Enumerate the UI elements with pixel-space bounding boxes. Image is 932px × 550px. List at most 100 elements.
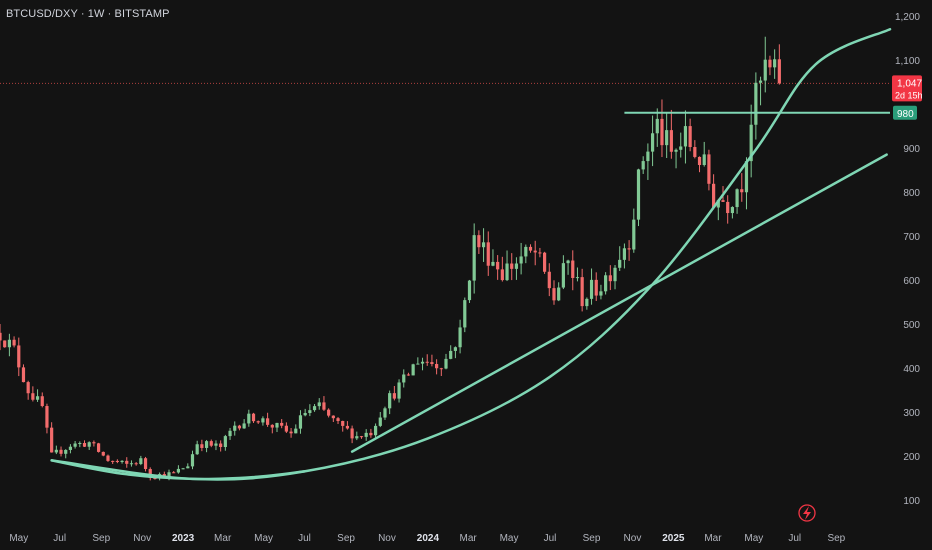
candle bbox=[317, 398, 321, 410]
candle bbox=[768, 55, 772, 76]
candle bbox=[322, 396, 326, 411]
candle-body bbox=[763, 59, 767, 81]
candle bbox=[542, 251, 547, 274]
candle bbox=[679, 132, 683, 158]
candle bbox=[632, 208, 636, 253]
time-axis[interactable]: May Jul Sep Nov 2023 Mar May Jul Sep Nov 2024 Mar Ma… bbox=[9, 533, 845, 544]
candle-body bbox=[425, 361, 429, 363]
candle bbox=[45, 403, 49, 434]
candle bbox=[280, 419, 284, 429]
candle-body bbox=[655, 118, 659, 134]
candle bbox=[740, 173, 744, 202]
candle-body bbox=[284, 425, 288, 432]
candle-body bbox=[397, 382, 401, 399]
candle-body bbox=[477, 235, 481, 248]
candle bbox=[411, 363, 415, 376]
candle bbox=[641, 156, 645, 174]
candle bbox=[477, 230, 481, 254]
candle bbox=[435, 359, 439, 375]
candle-body bbox=[204, 441, 209, 448]
candle-body bbox=[369, 432, 373, 436]
candle-body bbox=[336, 418, 340, 422]
candle-body bbox=[749, 124, 753, 162]
candle-body bbox=[223, 436, 227, 448]
candle bbox=[575, 267, 580, 282]
candle bbox=[655, 108, 659, 147]
candle-body bbox=[435, 363, 439, 369]
candle-body bbox=[679, 146, 683, 150]
candle bbox=[444, 353, 448, 370]
candle bbox=[223, 434, 227, 451]
candle bbox=[331, 415, 335, 422]
candle-body bbox=[693, 147, 697, 157]
symbol-title[interactable]: BTCUSD/DXY · 1W · BITSTAMP bbox=[6, 8, 170, 20]
candle bbox=[92, 440, 96, 447]
candle-body bbox=[486, 242, 490, 266]
candle bbox=[608, 265, 612, 291]
candle bbox=[693, 140, 697, 159]
trendlines-layer[interactable] bbox=[50, 27, 892, 481]
candle bbox=[228, 427, 232, 440]
x-tick-label: Nov bbox=[624, 533, 642, 544]
y-tick-label: 1,100 bbox=[895, 56, 920, 67]
candle bbox=[571, 250, 575, 291]
candle-body bbox=[35, 396, 40, 400]
candle bbox=[599, 284, 603, 300]
candle bbox=[472, 223, 476, 294]
candle-body bbox=[500, 269, 504, 281]
candle-body bbox=[580, 277, 584, 307]
x-tick-label: Mar bbox=[460, 533, 478, 544]
candles-layer bbox=[0, 36, 781, 481]
candle-body bbox=[758, 80, 763, 83]
candle bbox=[336, 417, 340, 424]
candle-body bbox=[280, 422, 284, 426]
candle bbox=[552, 280, 556, 305]
candle bbox=[327, 408, 331, 418]
candle-body bbox=[125, 460, 129, 464]
candle-body bbox=[129, 463, 134, 465]
candle bbox=[777, 44, 781, 85]
candle bbox=[172, 471, 176, 474]
candle-body bbox=[585, 298, 589, 307]
candle-body bbox=[528, 246, 533, 251]
candle bbox=[134, 462, 138, 466]
y-tick-label: 400 bbox=[903, 364, 920, 375]
candle bbox=[533, 240, 537, 266]
candle bbox=[758, 76, 763, 106]
candle-body bbox=[467, 280, 472, 301]
candle bbox=[242, 419, 246, 429]
price-axis[interactable]: 100 200 300 400 500 600 700 800 900 1,100 1,200 bbox=[895, 12, 920, 507]
candle-body bbox=[54, 449, 58, 453]
x-tick-label: May bbox=[254, 533, 273, 544]
lightning-icon[interactable] bbox=[798, 504, 816, 522]
candle bbox=[402, 369, 406, 388]
trendline-3 bbox=[50, 459, 306, 481]
price-tags: 1,047 2d 15h 980 bbox=[892, 75, 923, 120]
candle-body bbox=[312, 406, 317, 411]
trendline-2 bbox=[50, 27, 892, 481]
candle bbox=[237, 424, 242, 431]
candle bbox=[660, 99, 664, 158]
candle-body bbox=[514, 263, 519, 269]
y-tick-label: 200 bbox=[903, 452, 920, 463]
candle-body bbox=[106, 455, 110, 461]
candle-body bbox=[228, 430, 232, 437]
candle-body bbox=[209, 441, 213, 446]
candle-body bbox=[87, 442, 91, 447]
candle bbox=[449, 345, 453, 360]
candle-body bbox=[622, 248, 627, 260]
level-price-tag bbox=[893, 105, 917, 120]
candle bbox=[566, 259, 570, 275]
candle-body bbox=[496, 261, 500, 270]
candle bbox=[247, 409, 251, 427]
candle-body bbox=[547, 271, 551, 289]
candle-body bbox=[665, 130, 669, 146]
x-tick-label: May bbox=[744, 533, 763, 544]
candle bbox=[500, 256, 504, 282]
candle bbox=[726, 195, 730, 224]
candle-body bbox=[416, 363, 420, 365]
candle bbox=[486, 231, 490, 276]
candle-body bbox=[214, 443, 218, 446]
